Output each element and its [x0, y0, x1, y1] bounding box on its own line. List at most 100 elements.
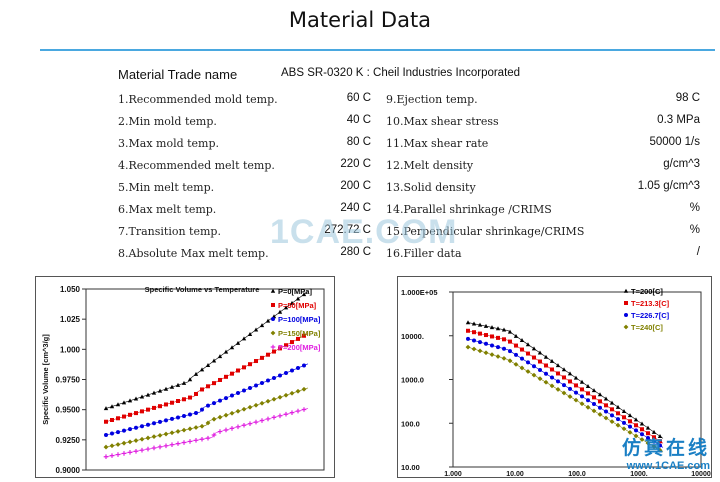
- pvt-data-point: [247, 331, 253, 336]
- pvt-legend-label: P=100[MPa]: [278, 315, 321, 324]
- property-label: 11.Max shear rate: [386, 137, 489, 150]
- pvt-data-point: [223, 349, 229, 354]
- pvt-data-point: [211, 358, 217, 363]
- viscosity-data-point: [574, 390, 578, 395]
- pvt-data-point: [284, 371, 288, 376]
- viscosity-data-point: [622, 415, 626, 420]
- pvt-data-point: [122, 428, 126, 433]
- pvt-data-point: [217, 354, 223, 359]
- pvt-data-point: [134, 411, 138, 416]
- property-label: 14.Parallel shrinkage /CRIMS: [386, 203, 552, 216]
- property-label: 10.Max shear stress: [386, 115, 499, 128]
- pvt-data-point: [103, 406, 109, 411]
- viscosity-data-point: [514, 352, 518, 357]
- pvt-data-point: [170, 400, 174, 405]
- pvt-data-point: [229, 426, 235, 431]
- pvt-data-point: [283, 411, 289, 417]
- viscosity-data-point: [478, 331, 482, 336]
- viscosity-data-point: [472, 330, 476, 335]
- viscosity-chart-frame: 1.000E+05 10000. 1000.0 100.0 10.00 1.000 10.0…: [397, 276, 712, 478]
- pvt-data-point: [163, 443, 169, 449]
- pvt-data-point: [152, 405, 156, 410]
- viscosity-data-point: [538, 359, 542, 364]
- viscosity-data-point: [633, 417, 639, 422]
- pvt-data-point: [133, 438, 139, 443]
- pvt-data-point: [182, 397, 186, 402]
- pvt-data-point: [217, 429, 223, 434]
- viscosity-data-point: [627, 429, 633, 435]
- viscosity-data-point: [465, 344, 471, 350]
- pvt-data-point: [235, 424, 241, 430]
- pvt-data-point: [104, 433, 108, 438]
- property-value: 0.3 MPa: [657, 114, 700, 126]
- pvt-data-point: [289, 390, 295, 396]
- viscosity-data-point: [484, 333, 488, 338]
- viscosity-data-point: [633, 433, 639, 439]
- pvt-data-point: [230, 371, 234, 376]
- pvt-data-point: [199, 436, 205, 442]
- pvt-data-point: [188, 412, 192, 417]
- pvt-data-point: [259, 323, 265, 328]
- viscosity-data-point: [543, 379, 549, 385]
- pvt-data-point: [115, 452, 121, 457]
- watermark-cn: 仿真在线: [621, 437, 710, 459]
- pvt-data-point: [109, 443, 115, 449]
- pvt-data-point: [242, 365, 246, 370]
- viscosity-data-point: [514, 343, 518, 348]
- viscosity-y-tick-label: 10.00: [401, 463, 420, 472]
- pvt-data-point: [235, 408, 241, 414]
- pvt-data-point: [211, 432, 217, 438]
- pvt-data-point: [163, 386, 169, 391]
- property-value: 1.05 g/cm^3: [637, 180, 700, 192]
- pvt-data-point: [253, 419, 259, 425]
- viscosity-data-point: [597, 392, 603, 397]
- viscosity-chart: 1.000E+05 10000. 1000.0 100.0 10.00 1.000 10.0…: [401, 287, 711, 478]
- viscosity-legend-label: T=240[C]: [631, 323, 663, 332]
- viscosity-data-point: [490, 343, 494, 348]
- pvt-data-point: [127, 450, 133, 455]
- viscosity-data-point: [507, 358, 513, 364]
- property-value: 200 C: [340, 180, 371, 192]
- trade-name-label: Material Trade name: [118, 67, 238, 82]
- viscosity-data-point: [519, 338, 525, 343]
- pvt-data-point: [139, 436, 145, 442]
- property-value: /: [696, 246, 700, 258]
- pvt-data-point: [265, 416, 271, 422]
- pvt-data-point: [187, 439, 193, 444]
- viscosity-data-point: [508, 339, 512, 344]
- viscosity-data-point: [519, 365, 525, 371]
- pvt-data-point: [235, 340, 241, 345]
- pvt-data-point: [140, 409, 144, 414]
- pvt-data-point: [103, 444, 109, 450]
- pvt-data-point: [242, 388, 246, 393]
- pvt-y-tick-label: 1.050: [60, 285, 81, 294]
- viscosity-data-point: [549, 358, 555, 363]
- pvt-data-point: [104, 419, 108, 424]
- viscosity-data-point: [507, 329, 513, 334]
- viscosity-data-point: [502, 346, 506, 351]
- watermark-text: 1CAE.COM: [270, 213, 458, 251]
- viscosity-data-point: [592, 395, 596, 400]
- viscosity-data-point: [537, 376, 543, 382]
- pvt-data-point: [247, 421, 253, 426]
- viscosity-data-point: [651, 429, 657, 434]
- pvt-data-point: [145, 435, 151, 441]
- pvt-data-point: [236, 368, 240, 373]
- viscosity-data-point: [567, 371, 573, 376]
- pvt-data-point: [278, 373, 282, 378]
- pvt-data-point: [211, 416, 217, 422]
- viscosity-data-point: [616, 411, 620, 416]
- pvt-data-point: [157, 388, 163, 393]
- pvt-data-point: [158, 404, 162, 409]
- viscosity-y-tick-label: 10000.: [401, 332, 424, 341]
- pvt-data-point: [259, 400, 265, 406]
- pvt-data-point: [289, 410, 295, 415]
- pvt-data-point: [229, 345, 235, 350]
- pvt-data-point: [164, 418, 168, 423]
- viscosity-data-point: [592, 401, 596, 406]
- viscosity-data-point: [579, 401, 585, 407]
- viscosity-data-point: [574, 383, 578, 388]
- pvt-legend-marker: [270, 330, 276, 336]
- property-label: 16.Filler data: [386, 247, 462, 260]
- viscosity-y-tick-label: 100.0: [401, 419, 420, 428]
